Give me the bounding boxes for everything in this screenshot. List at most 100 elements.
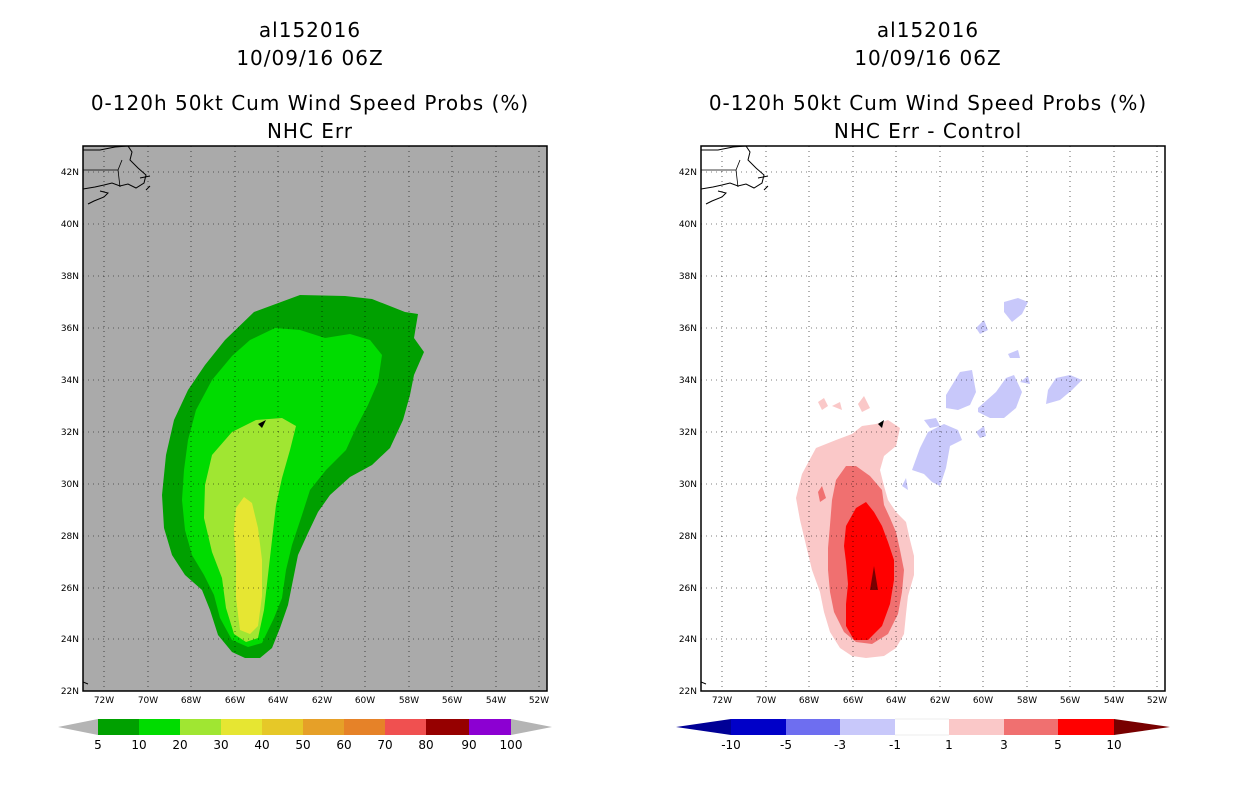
- lon-label: 54W: [486, 696, 506, 706]
- colorbar-label: 60: [336, 738, 351, 752]
- lat-label: 28N: [679, 532, 697, 542]
- lon-label: 60W: [355, 696, 375, 706]
- colorbar-label: -10: [721, 738, 741, 752]
- lat-label: 32N: [679, 428, 697, 438]
- prob-contour-30: [234, 497, 262, 634]
- lon-label: 66W: [225, 696, 245, 706]
- lon-label: 68W: [181, 696, 201, 706]
- colorbar-segment: [139, 719, 180, 735]
- lon-label: 70W: [138, 696, 158, 706]
- lon-label: 66W: [843, 696, 863, 706]
- state-border: [701, 159, 741, 188]
- diff-contour-3-small: [818, 486, 826, 502]
- left-gridlines: [83, 146, 547, 691]
- colorbar-label: 5: [1054, 738, 1062, 752]
- right-lat-labels: 42N 40N 38N 36N 34N 32N 30N 28N 26N 24N …: [679, 168, 697, 697]
- colorbar-label: 70: [377, 738, 392, 752]
- colorbar-segment: [1004, 719, 1058, 735]
- lat-label: 30N: [61, 480, 79, 490]
- colorbar-high-arrow: [511, 719, 552, 735]
- colorbar-segment: [840, 719, 895, 735]
- lon-label: 72W: [94, 696, 114, 706]
- diff-contour-1-small: [858, 396, 870, 412]
- right-subtitle: NHC Err - Control: [833, 119, 1023, 143]
- colorbar-label: -3: [834, 738, 846, 752]
- diff-contour-1-small: [832, 402, 842, 410]
- lat-label: 42N: [679, 168, 697, 178]
- diff-contour-1-small: [818, 398, 828, 410]
- colorbar-segment: [426, 719, 469, 735]
- lon-label: 68W: [799, 696, 819, 706]
- state-border: [83, 159, 123, 188]
- colorbar-label: -1: [889, 738, 901, 752]
- lat-label: 34N: [679, 376, 697, 386]
- lat-label: 40N: [679, 220, 697, 230]
- right-title: 0-120h 50kt Cum Wind Speed Probs (%): [708, 91, 1148, 115]
- neg-patch: [946, 370, 976, 410]
- lat-label: 42N: [61, 168, 79, 178]
- right-lon-labels: 72W 70W 68W 66W 64W 62W 60W 58W 56W 54W …: [712, 696, 1167, 706]
- neg-patch: [912, 424, 962, 486]
- lon-label: 56W: [1060, 696, 1080, 706]
- colorbar-segment: [731, 719, 786, 735]
- lon-label: 56W: [442, 696, 462, 706]
- left-title: 0-120h 50kt Cum Wind Speed Probs (%): [90, 91, 530, 115]
- colorbar-low-arrow: [58, 719, 98, 735]
- left-lon-labels: 72W 70W 68W 66W 64W 62W 60W 58W 56W 54W …: [94, 696, 549, 706]
- neg-patch: [1004, 298, 1028, 322]
- colorbar-segment: [98, 719, 139, 735]
- lon-label: 58W: [399, 696, 419, 706]
- right-storm-id: al152016: [876, 18, 980, 42]
- right-datetime: 10/09/16 06Z: [854, 46, 1002, 70]
- colorbar-segment: [344, 719, 385, 735]
- lat-label: 26N: [679, 584, 697, 594]
- colorbar-label: -5: [780, 738, 792, 752]
- lon-label: 64W: [268, 696, 288, 706]
- left-colorbar: 5 10 20 30 40 50 60 70 80 90 100: [58, 719, 552, 752]
- diff-contour-small: [878, 420, 884, 428]
- colorbar-label: 80: [418, 738, 433, 752]
- neg-patch: [1008, 350, 1020, 358]
- neg-patch: [976, 320, 988, 334]
- colorbar-segment: [949, 719, 1004, 735]
- colorbar-segment: [385, 719, 426, 735]
- lat-label: 38N: [61, 272, 79, 282]
- lon-label: 54W: [1104, 696, 1124, 706]
- lat-label: 34N: [61, 376, 79, 386]
- lon-label: 52W: [1147, 696, 1167, 706]
- lon-label: 62W: [312, 696, 332, 706]
- prob-contour-small: [258, 420, 266, 428]
- colorbar-label: 3: [1000, 738, 1008, 752]
- colorbar-label: 20: [172, 738, 187, 752]
- colorbar-label: 50: [295, 738, 310, 752]
- left-map-panel: 42N 40N 38N 36N 34N 32N 30N 28N 26N 24N …: [61, 145, 549, 706]
- lat-label: 24N: [61, 635, 79, 645]
- lat-label: 36N: [61, 324, 79, 334]
- negative-diff-patches: [902, 298, 1082, 490]
- lat-label: 28N: [61, 532, 79, 542]
- lat-label: 40N: [61, 220, 79, 230]
- diff-contour-10: [870, 566, 878, 590]
- colorbar-low-arrow: [676, 719, 731, 735]
- colorbar-segment: [895, 719, 949, 735]
- neg-patch: [902, 478, 908, 490]
- colorbar-segment: [469, 719, 511, 735]
- left-subtitle: NHC Err: [266, 119, 354, 143]
- lat-label: 36N: [679, 324, 697, 334]
- diff-contour-5: [844, 502, 894, 640]
- lon-label: 60W: [973, 696, 993, 706]
- lat-label: 26N: [61, 584, 79, 594]
- colorbar-label: 30: [213, 738, 228, 752]
- lon-label: 64W: [886, 696, 906, 706]
- lat-label: 30N: [679, 480, 697, 490]
- colorbar-label: 5: [94, 738, 102, 752]
- lat-label: 24N: [679, 635, 697, 645]
- lon-label: 62W: [930, 696, 950, 706]
- right-map-panel: 42N 40N 38N 36N 34N 32N 30N 28N 26N 24N …: [679, 145, 1167, 706]
- colorbar-segment: [1058, 719, 1114, 735]
- colorbar-segment: [221, 719, 262, 735]
- lat-label: 38N: [679, 272, 697, 282]
- lon-label: 72W: [712, 696, 732, 706]
- colorbar-high-arrow: [1114, 719, 1170, 735]
